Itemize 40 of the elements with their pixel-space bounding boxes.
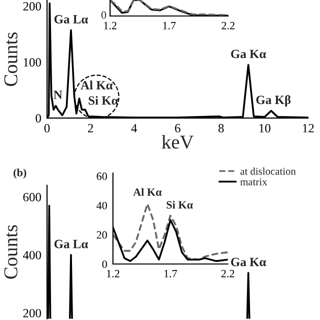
x-tick-label: 8 [218,124,224,132]
annotation: N [54,90,62,99]
y-tick-label: 60 [96,172,107,180]
y-tick-label: 20 [96,231,107,239]
x-tick-label: 1.7 [164,270,178,278]
legend-label: at dislocation [240,167,296,175]
annotation: Al Kα [80,80,113,90]
x-tick-label: 0 [44,124,50,132]
x-tick-label: 2.2 [222,22,234,30]
y-tick-label: 200 [23,308,42,318]
annotation: Si Kα [88,96,118,105]
annotation: Ga Kα [231,50,266,58]
annotation: Ga Kα [231,258,266,266]
annotation: Ga Lα [54,15,88,24]
x-tick-label: 12 [303,124,314,132]
y-tick-label: 600 [23,192,42,202]
annotation: Ga Kβ [256,95,291,107]
x-tick-label: 1.2 [106,270,120,278]
annotation: Si Kα [166,200,193,209]
legend-label: matrix [240,178,268,186]
y-tick-label: 0 [36,114,42,123]
line-series [112,202,228,261]
x-tick-label: 1.7 [163,22,176,30]
y-tick-label: 0 [102,260,107,268]
y-tick-label: 400 [22,250,42,260]
x-tick-label: 6 [175,124,180,132]
x-tick-label: 2 [88,124,93,132]
annotation: Al Kα [133,188,162,196]
y-axis-title: Counts [4,225,18,279]
chart-title: (b) [14,168,26,179]
y-axis-title: Counts [4,32,18,86]
y-tick-label: 100 [24,58,42,67]
x-tick-label: 10 [259,124,270,132]
y-tick-label: 200 [23,2,42,11]
x-tick-label: 2.2 [221,270,234,278]
x-axis-title: keV [162,134,194,149]
annotation: Ga Lα [54,240,88,248]
x-tick-label: 4 [131,124,138,132]
y-tick-label: 40 [96,202,107,210]
x-tick-label: 1.2 [104,22,116,30]
